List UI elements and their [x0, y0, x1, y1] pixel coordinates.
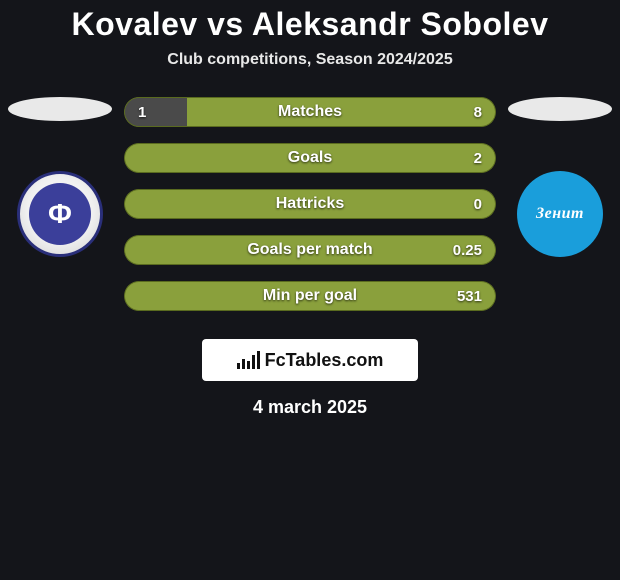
- brand-icon: [237, 351, 259, 369]
- date-label: 4 march 2025: [0, 397, 620, 418]
- stat-bar: Hattricks0: [124, 189, 496, 219]
- stat-bar-right-value: 0.25: [453, 235, 482, 265]
- right-player-photo-placeholder: [508, 97, 612, 121]
- right-club-logo-text: Зенит: [536, 205, 584, 223]
- stat-bar-label: Matches: [124, 97, 496, 127]
- stat-bars: Matches1 8 Goals2 Hattricks0 Goals per match…: [120, 97, 500, 327]
- stat-bar: Min per goal531: [124, 281, 496, 311]
- left-player-col: Ф: [0, 97, 120, 257]
- stat-bar-label: Min per goal: [124, 281, 496, 311]
- stat-bar-right-value: 2: [474, 143, 482, 173]
- left-player-photo-placeholder: [8, 97, 112, 121]
- stat-bar-left-value: 1: [138, 97, 146, 127]
- root: Kovalev vs Aleksandr Sobolev Club compet…: [0, 0, 620, 418]
- right-player-col: Зенит: [500, 97, 620, 257]
- stat-bar: Matches1 8: [124, 97, 496, 127]
- stat-bar-right-value: 531: [457, 281, 482, 311]
- stat-bar-right-value: 0: [474, 189, 482, 219]
- comparison-row: Ф Matches1 8 Goals2 Hattricks0 Goals per mat…: [0, 97, 620, 327]
- stat-bar-right-value: 8: [474, 97, 482, 127]
- right-club-logo: Зенит: [517, 171, 603, 257]
- stat-bar-label: Goals per match: [124, 235, 496, 265]
- stat-bar-label: Goals: [124, 143, 496, 173]
- subtitle: Club competitions, Season 2024/2025: [0, 51, 620, 69]
- brand-text: FcTables.com: [265, 350, 384, 371]
- stat-bar: Goals per match0.25: [124, 235, 496, 265]
- stat-bar: Goals2: [124, 143, 496, 173]
- left-club-logo: Ф: [17, 171, 103, 257]
- left-club-logo-glyph: Ф: [29, 183, 91, 245]
- brand-badge: FcTables.com: [202, 339, 418, 381]
- page-title: Kovalev vs Aleksandr Sobolev: [0, 6, 620, 43]
- stat-bar-label: Hattricks: [124, 189, 496, 219]
